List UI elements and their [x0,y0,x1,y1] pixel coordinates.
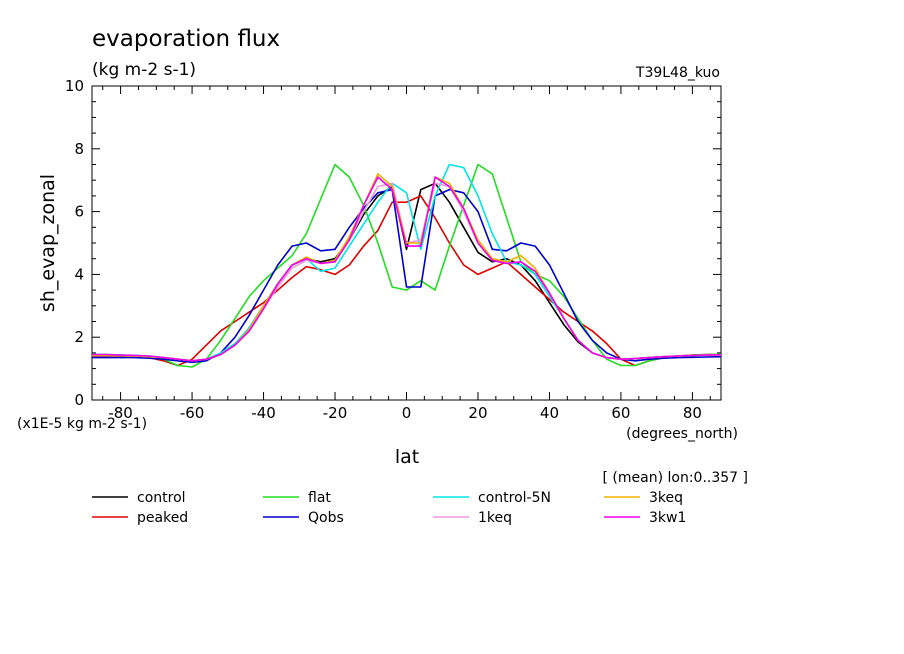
x-tick-label: -60 [180,404,205,422]
x-tick-label: 0 [402,404,412,422]
x-unit-label: (degrees_north) [626,426,738,442]
legend-label-peaked: peaked [137,510,188,526]
x-tick-label: 40 [540,404,559,422]
legend-label-control: control [137,490,186,506]
x-tick-label: -20 [323,404,348,422]
series-line-1keq [92,182,722,362]
series-line-qobs [92,188,722,364]
x-tick-label: -40 [251,404,276,422]
chart-units: (kg m-2 s-1) [92,60,196,80]
series-line-flat [92,163,722,368]
y-tick-label: 10 [65,77,84,95]
series-line-3kw1 [92,176,722,362]
legend-label-3kw1: 3kw1 [649,510,686,526]
averaging-note: [ (mean) lon:0..357 ] [603,470,748,486]
legend: control peaked flat Qobs control-5N 1keq 3keq 3… [92,490,686,526]
x-axis-label: lat [395,446,419,468]
series-line-control-5n [92,163,722,362]
y-tick-label: 4 [74,265,84,283]
y-scale-note: (x1E-5 kg m-2 s-1) [17,416,147,432]
x-tick-label: 60 [611,404,630,422]
x-tick-label: 20 [468,404,487,422]
y-tick-label: 0 [74,391,84,409]
x-tick-label: 80 [683,404,702,422]
y-axis-label: sh_evap_zonal [37,174,59,312]
y-tick-label: 8 [74,140,84,158]
series-line-control [92,182,722,362]
legend-label-control-5n: control-5N [478,490,551,506]
series-line-peaked [92,195,722,367]
legend-label-1keq: 1keq [478,510,512,526]
x-tick-label: -80 [108,404,133,422]
y-tick-label: 2 [74,328,84,346]
legend-label-qobs: Qobs [308,510,344,526]
chart-title: evaporation flux [92,26,280,52]
y-tick-label: 6 [74,203,84,221]
run-label: T39L48_kuo [635,65,720,81]
legend-label-3keq: 3keq [649,490,683,506]
series-group [92,163,722,368]
legend-label-flat: flat [308,490,331,506]
tick-group: -80 -60 -40 -20 0 20 40 60 80 0 2 4 6 8 10 [65,77,721,422]
